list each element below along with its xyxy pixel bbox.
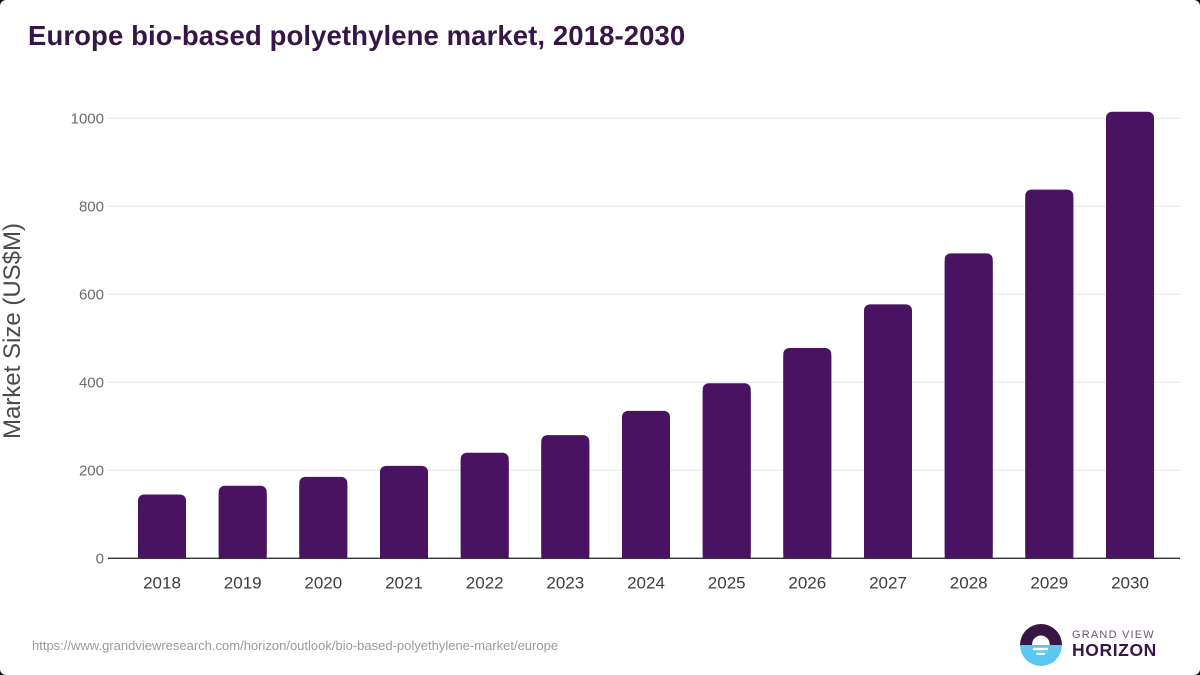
svg-text:2024: 2024	[627, 573, 665, 592]
svg-text:2030: 2030	[1111, 573, 1149, 592]
svg-text:400: 400	[79, 374, 104, 391]
svg-text:2020: 2020	[304, 573, 342, 592]
svg-text:600: 600	[79, 286, 104, 303]
svg-text:2021: 2021	[385, 573, 423, 592]
svg-text:200: 200	[79, 462, 104, 479]
svg-text:2029: 2029	[1030, 573, 1068, 592]
svg-text:0: 0	[96, 550, 104, 567]
svg-text:2019: 2019	[224, 573, 262, 592]
svg-text:1000: 1000	[71, 110, 104, 127]
svg-text:2025: 2025	[708, 573, 746, 592]
svg-text:2028: 2028	[950, 573, 988, 592]
svg-text:800: 800	[79, 198, 104, 215]
svg-text:2026: 2026	[788, 573, 826, 592]
svg-text:2018: 2018	[143, 573, 181, 592]
svg-text:2027: 2027	[869, 573, 907, 592]
svg-text:2022: 2022	[466, 573, 504, 592]
svg-text:2023: 2023	[546, 573, 584, 592]
